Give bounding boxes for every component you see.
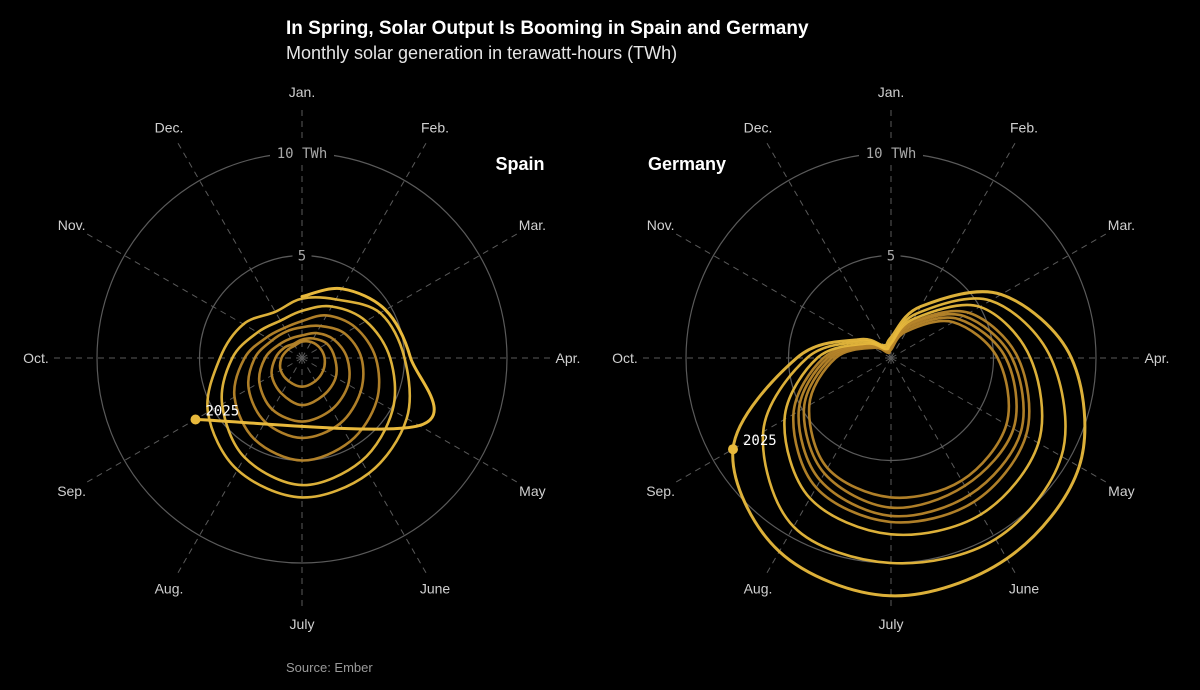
month-label: Jan. [878,84,904,100]
month-label: Sep. [57,483,86,499]
month-label: July [290,616,315,632]
month-spoke [177,142,303,359]
month-spoke [890,142,1016,359]
month-label: Sep. [646,483,675,499]
month-label: May [519,483,545,499]
month-spoke [890,357,1107,483]
month-label: Oct. [612,350,638,366]
series-line [761,297,1067,565]
ring-label: 5 [887,249,895,265]
series-line [194,286,436,431]
month-label: Jan. [289,84,315,100]
month-spoke [177,357,303,574]
month-label: Nov. [58,217,86,233]
series-line [792,309,1031,524]
series-line [731,290,1087,598]
ring-label-backing [859,143,923,161]
series-line [270,336,338,407]
month-spoke [890,357,1016,574]
month-label: Apr. [1145,350,1170,366]
month-label: Aug. [155,580,184,596]
panel-title: Spain [495,154,544,174]
ring-label: 10 TWh [277,146,328,162]
month-label: May [1108,483,1134,499]
month-label: June [420,580,451,596]
month-spoke [766,142,892,359]
month-spoke [301,233,518,359]
series-line [206,295,412,499]
month-spoke [301,357,518,483]
month-spoke [86,233,303,359]
month-spoke [890,233,1107,359]
panel-title: Germany [648,154,726,174]
ring-label: 10 TWh [866,146,917,162]
series-end-dot [728,444,738,455]
month-label: July [879,616,904,632]
month-spoke [301,357,427,574]
month-label: Apr. [556,350,581,366]
month-label: Mar. [1108,217,1135,233]
month-spoke [766,357,892,574]
series-line [220,304,397,487]
series-end-dot [190,414,201,425]
series-line [783,303,1044,537]
year-label: 2025 [743,433,777,449]
series-line [257,331,351,423]
radial-chart-0: 5 10 TWh Jan. Feb. Mar. Apr. May June July Aug. Se… [23,84,580,632]
month-label: Mar. [519,217,546,233]
radial-chart-1: 5 10 TWh Jan. Feb. Mar. Apr. May June July Aug. Se… [612,84,1169,632]
month-label: June [1009,580,1040,596]
month-spoke [675,233,892,359]
series-line [278,339,327,388]
series-line [232,313,381,462]
month-label: Oct. [23,350,49,366]
month-label: Aug. [744,580,773,596]
month-label: Feb. [421,120,449,136]
chart-title: In Spring, Solar Output Is Booming in Sp… [286,18,809,39]
month-label: Nov. [647,217,675,233]
ring-label-backing [292,245,312,264]
month-label: Dec. [155,120,184,136]
month-label: Dec. [744,120,773,136]
ring-label: 5 [298,249,306,265]
ring-label-backing [270,143,334,161]
ring-label-backing [881,245,901,264]
month-label: Feb. [1010,120,1038,136]
series-line [247,324,365,440]
source-note: Source: Ember [286,660,373,675]
chart-subtitle: Monthly solar generation in terawatt-hou… [286,43,678,63]
year-label: 2025 [206,404,240,420]
month-spoke [301,142,427,359]
